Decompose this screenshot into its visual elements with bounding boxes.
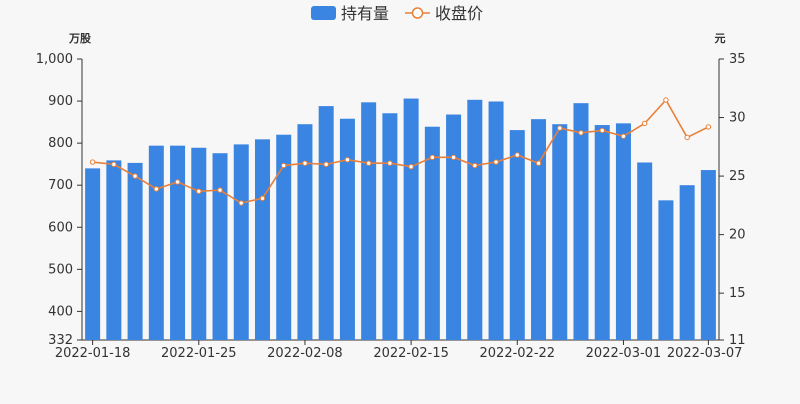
x-tick-label: 2022-01-25 [161, 346, 237, 361]
x-tick-label: 2022-02-15 [373, 346, 449, 361]
left-tick-label: 400 [48, 304, 73, 319]
price-point [238, 200, 244, 206]
price-point [302, 160, 308, 166]
price-point [705, 124, 712, 130]
price-point [387, 160, 393, 166]
bar [573, 103, 589, 340]
bar [254, 139, 270, 340]
x-tick-label: 2022-02-08 [267, 346, 343, 361]
price-point [111, 161, 117, 168]
bar [361, 102, 377, 340]
left-tick-label: 1,000 [36, 52, 73, 67]
bar [85, 168, 101, 340]
price-point [684, 134, 690, 141]
bar [106, 160, 122, 340]
price-point [132, 173, 138, 179]
left-tick-label: 900 [48, 94, 73, 109]
right-tick-label: 25 [729, 169, 746, 184]
legend-bar-label: 持有量 [341, 4, 389, 23]
price-point [89, 159, 96, 165]
right-tick-label: 35 [729, 52, 746, 67]
bar [212, 153, 228, 340]
bar [509, 130, 525, 340]
price-point [620, 133, 627, 139]
legend[interactable]: 持有量 收盘价 [311, 4, 483, 23]
bar [679, 185, 695, 340]
price-point [578, 130, 584, 136]
bar [382, 113, 398, 340]
left-tick-label: 700 [48, 178, 73, 193]
right-tick-label: 30 [729, 111, 746, 126]
bar [594, 125, 610, 340]
price-point [153, 186, 160, 192]
price-line [92, 98, 709, 204]
left-tick-label: 332 [48, 333, 73, 348]
price-point [344, 156, 351, 163]
x-tick-label: 2022-02-22 [480, 346, 556, 361]
price-point [472, 162, 478, 169]
bar [446, 114, 462, 340]
bar [403, 98, 419, 340]
legend-line-label: 收盘价 [435, 4, 483, 23]
x-tick-label: 2022-01-18 [55, 346, 131, 361]
bar [170, 145, 186, 340]
price-point [365, 160, 372, 166]
x-tick-label: 2022-03-01 [586, 346, 662, 361]
bar [318, 106, 334, 340]
price-point [599, 127, 605, 134]
left-tick-label: 600 [48, 220, 73, 235]
right-axis-unit: 元 [715, 32, 726, 45]
price-point [281, 162, 287, 169]
right-tick-label: 11 [729, 333, 746, 348]
bars-series [85, 98, 716, 341]
bar [339, 118, 355, 340]
price-point [429, 154, 436, 161]
left-axis-unit: 万股 [68, 32, 92, 45]
bar [233, 144, 249, 340]
left-tick-label: 800 [48, 136, 73, 151]
price-point [663, 97, 669, 103]
bar [424, 126, 440, 341]
right-tick-label: 20 [729, 228, 746, 243]
bar [488, 101, 504, 340]
bar [552, 124, 568, 341]
price-point [450, 154, 457, 161]
bar [148, 145, 164, 340]
bar [276, 134, 292, 340]
left-tick-label: 500 [48, 262, 73, 277]
price-point [408, 164, 414, 170]
price-point [557, 125, 563, 131]
bar [658, 200, 674, 340]
bar [531, 119, 547, 340]
bar [467, 99, 483, 340]
bar [297, 124, 313, 341]
price-point [196, 188, 202, 195]
price-point [217, 187, 223, 193]
right-tick-label: 15 [729, 286, 746, 301]
price-point [493, 159, 499, 165]
bar [637, 162, 653, 340]
bar [191, 147, 207, 340]
legend-bar-swatch [311, 6, 336, 20]
line-series [89, 97, 712, 206]
price-point [535, 160, 542, 166]
x-tick-label: 2022-03-07 [667, 346, 743, 361]
price-point [641, 120, 648, 127]
legend-line-marker [411, 7, 424, 19]
price-point [259, 195, 266, 202]
price-point [174, 179, 181, 185]
price-point [514, 152, 520, 158]
bar [127, 162, 143, 340]
price-point [323, 161, 329, 168]
bar [700, 170, 716, 340]
bar [615, 123, 631, 340]
